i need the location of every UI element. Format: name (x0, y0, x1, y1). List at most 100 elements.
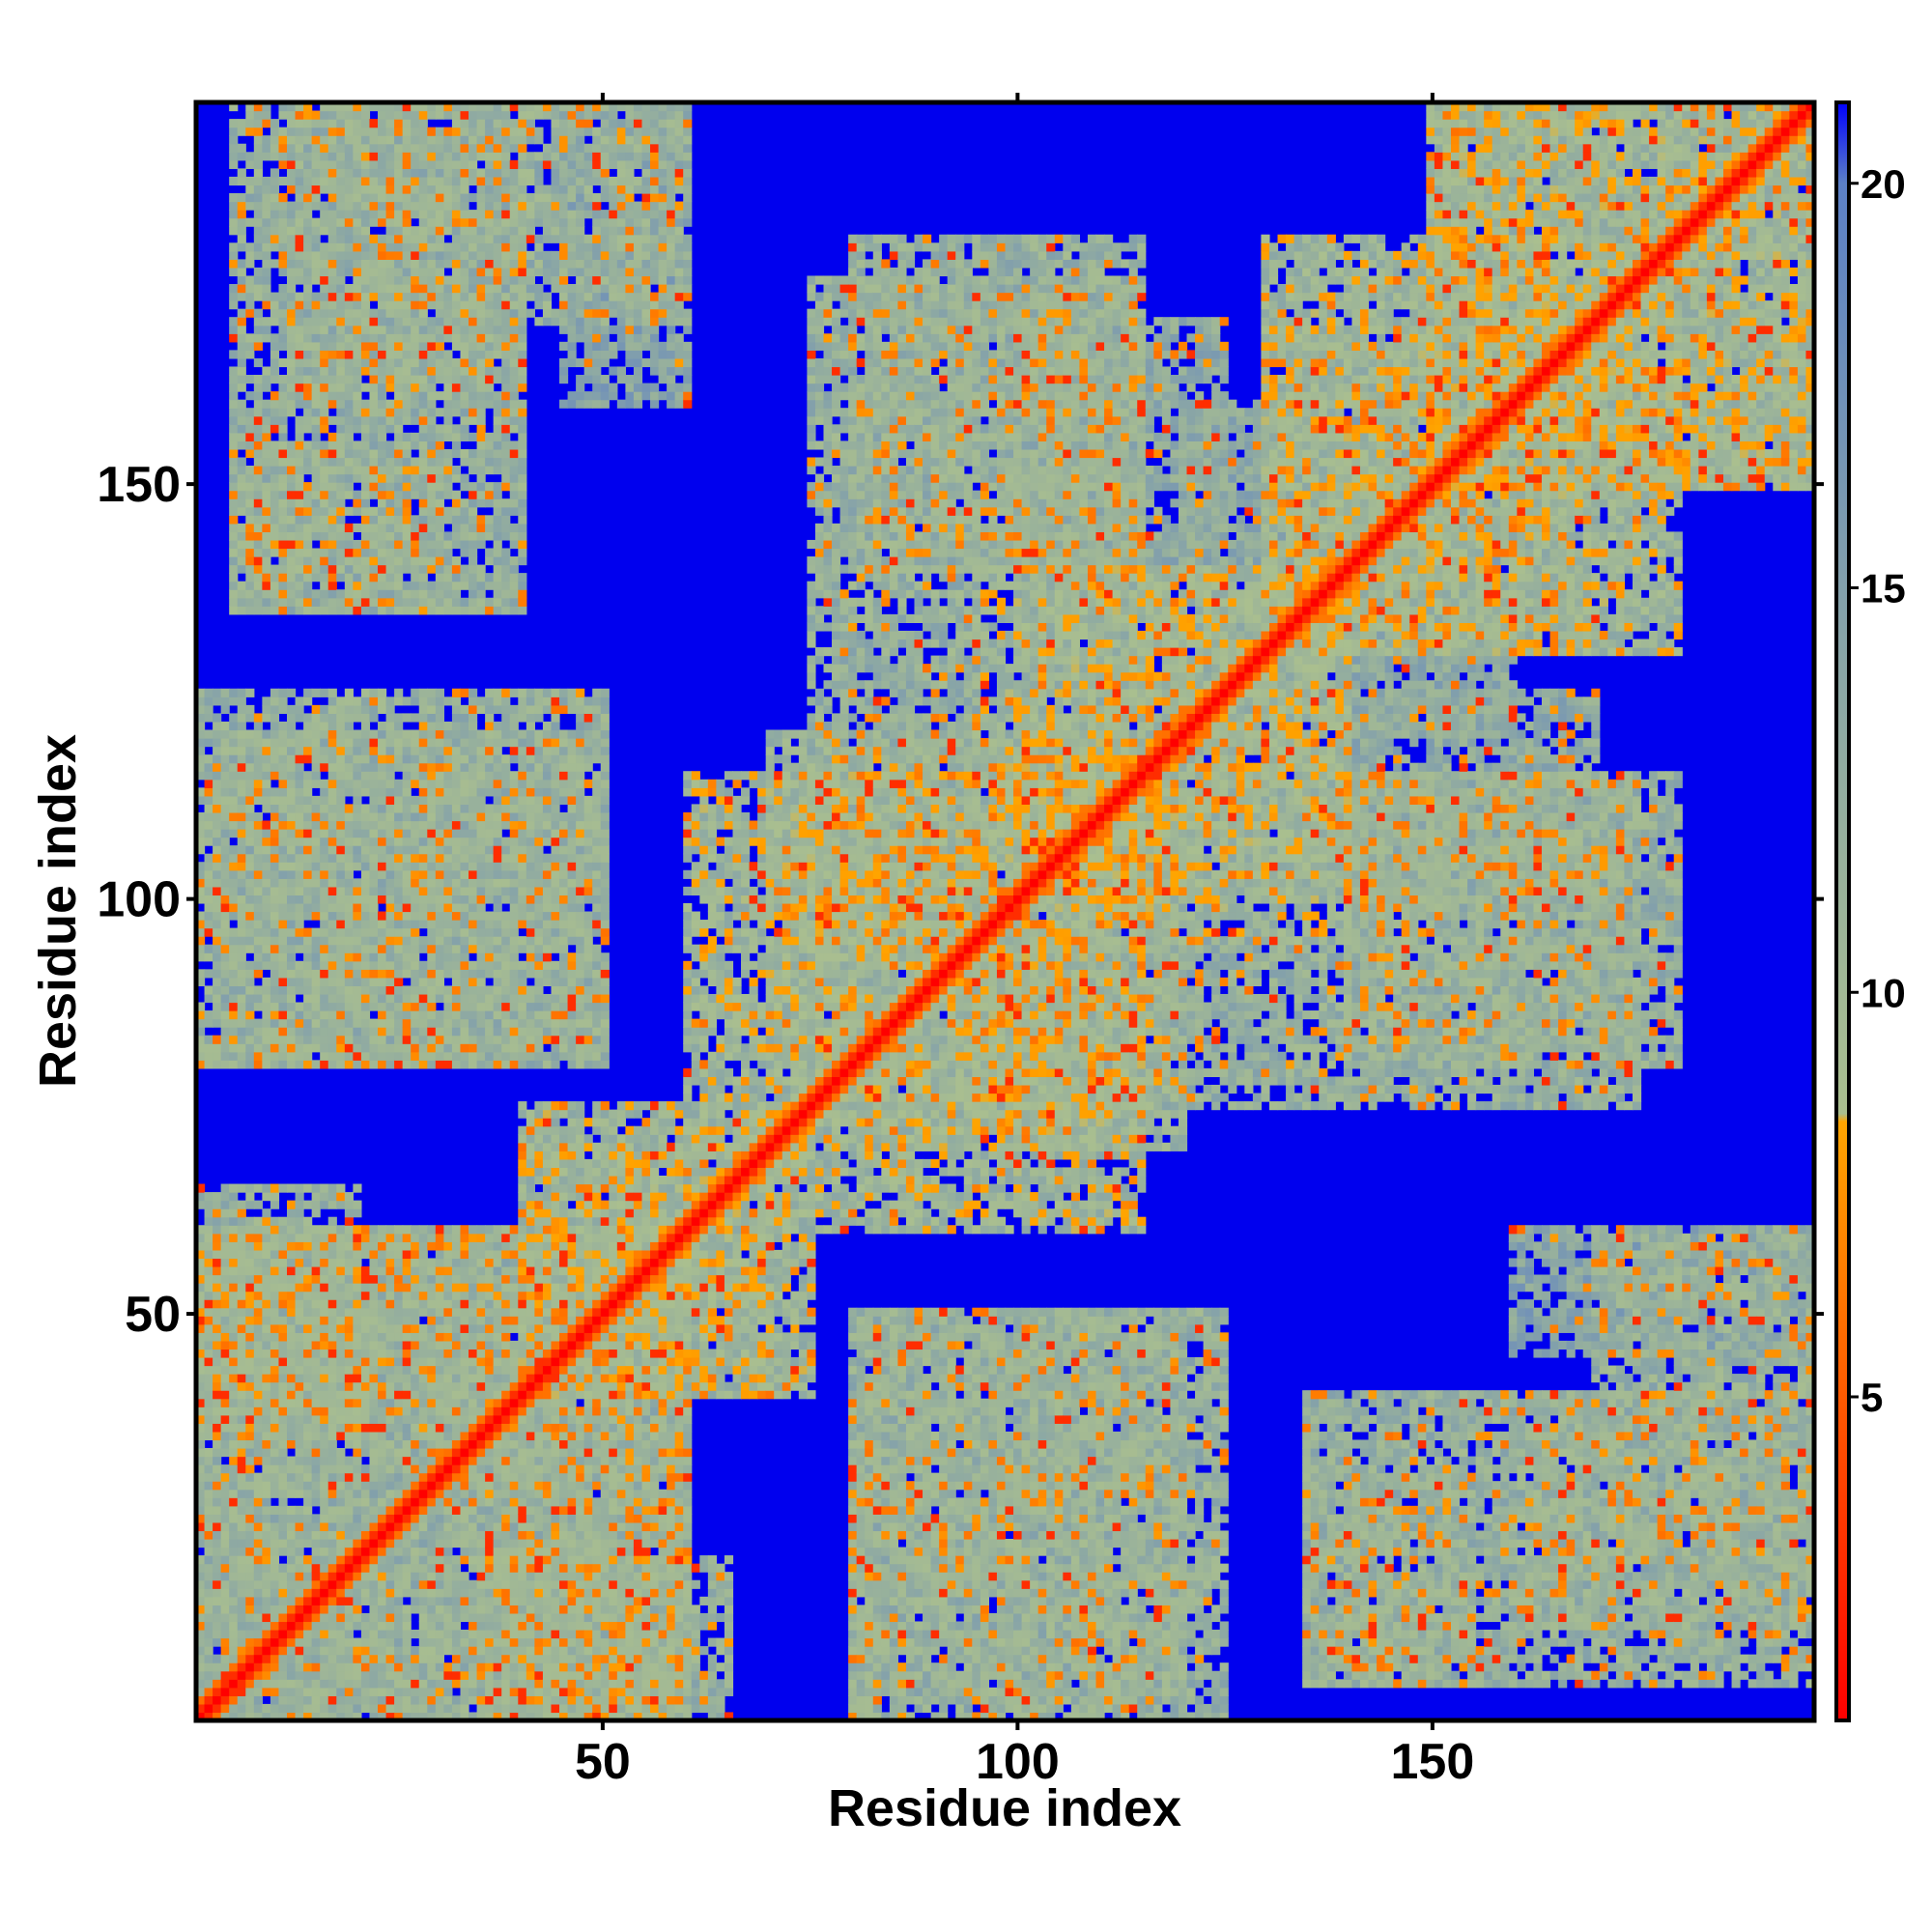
heatmap-cell (360, 1018, 371, 1028)
heatmap-cell (360, 1654, 371, 1663)
heatmap-cell (443, 869, 453, 879)
heatmap-cell (311, 1241, 321, 1251)
heatmap-cell (220, 862, 230, 871)
heatmap-cell (378, 317, 387, 327)
heatmap-cell (344, 226, 354, 236)
heatmap-cell (402, 1563, 412, 1573)
heatmap-cell (220, 1514, 230, 1523)
heatmap-cell (245, 217, 255, 227)
heatmap-cell (303, 1703, 313, 1714)
heatmap-cell (320, 1563, 329, 1573)
heatmap-cell (344, 1060, 354, 1069)
heatmap-cell (378, 688, 387, 697)
heatmap-cell (360, 886, 371, 896)
heatmap-cell (360, 292, 371, 301)
heatmap-cell (336, 795, 346, 806)
heatmap-cell (369, 556, 379, 566)
heatmap-cell (385, 1547, 395, 1556)
heatmap-cell (418, 1464, 428, 1474)
heatmap-cell (270, 771, 280, 781)
heatmap-cell (311, 820, 321, 830)
heatmap-cell (451, 795, 462, 806)
heatmap-cell (253, 721, 263, 731)
heatmap-cell (336, 325, 346, 334)
heatmap-cell (229, 1472, 239, 1482)
heatmap-cell (369, 1332, 379, 1342)
heatmap-cell (229, 795, 239, 806)
heatmap-cell (402, 960, 412, 970)
heatmap-cell (320, 1035, 329, 1044)
heatmap-cell (411, 482, 420, 492)
heatmap-cell (360, 1538, 371, 1548)
heatmap-cell (245, 581, 255, 590)
heatmap-cell (336, 1283, 346, 1293)
heatmap-cell (336, 1579, 346, 1589)
heatmap-cell (435, 325, 444, 334)
heatmap-cell (427, 375, 437, 384)
heatmap-cell (394, 1497, 404, 1507)
heatmap-cell (303, 1274, 313, 1284)
heatmap-cell (287, 911, 297, 921)
heatmap-cell (344, 1695, 354, 1705)
heatmap-cell (451, 688, 462, 697)
heatmap-cell (394, 1265, 404, 1276)
heatmap-cell (327, 1521, 337, 1532)
heatmap-cell (378, 548, 387, 557)
heatmap-cell (394, 762, 404, 772)
heatmap-cell (378, 1687, 387, 1696)
heatmap-cell (270, 1043, 280, 1053)
heatmap-cell (237, 902, 246, 913)
heatmap-cell (435, 440, 444, 450)
heatmap-cell (418, 341, 428, 351)
heatmap-cell (360, 977, 371, 987)
heatmap-cell (311, 308, 321, 318)
heatmap-cell (213, 944, 222, 953)
heatmap-cell (435, 250, 444, 260)
heatmap-cell (229, 1670, 239, 1680)
heatmap-cell (295, 226, 304, 236)
heatmap-cell (369, 424, 379, 434)
heatmap-cell (303, 1291, 313, 1300)
heatmap-cell (360, 1381, 371, 1391)
heatmap-cell (213, 713, 222, 723)
heatmap-cell (278, 581, 288, 590)
heatmap-cell (229, 878, 239, 888)
heatmap-cell (303, 1018, 313, 1028)
heatmap-cell (270, 523, 280, 532)
heatmap-cell (327, 1456, 337, 1465)
heatmap-cell (270, 234, 280, 243)
heatmap-cell (303, 771, 313, 781)
heatmap-cell (427, 267, 437, 277)
heatmap-cell (303, 960, 313, 970)
heatmap-cell (360, 969, 371, 979)
heatmap-cell (278, 1621, 288, 1631)
heatmap-cell (360, 210, 371, 219)
heatmap-cell (418, 762, 428, 772)
heatmap-cell (229, 284, 239, 294)
heatmap-cell (220, 902, 230, 913)
heatmap-cell (353, 267, 362, 277)
heatmap-cell (253, 920, 263, 929)
heatmap-cell (327, 1695, 337, 1705)
heatmap-cell (320, 333, 329, 343)
heatmap-cell (451, 804, 462, 813)
heatmap-cell (245, 960, 255, 970)
heatmap-cell (336, 234, 346, 243)
heatmap-cell (303, 1505, 313, 1515)
heatmap-cell (237, 1390, 246, 1400)
heatmap-cell (278, 448, 288, 459)
heatmap-cell (262, 440, 271, 450)
heatmap-cell (303, 795, 313, 806)
heatmap-cell (353, 1241, 362, 1251)
heatmap-cell (353, 1265, 362, 1276)
heatmap-cell (245, 259, 255, 269)
heatmap-cell (369, 448, 379, 459)
heatmap-cell (336, 993, 346, 1004)
heatmap-cell (311, 333, 321, 343)
heatmap-cell (336, 1010, 346, 1020)
heatmap-cell (204, 795, 213, 806)
heatmap-cell (220, 1439, 230, 1449)
heatmap-cell (196, 1323, 206, 1333)
heatmap-cell (303, 1043, 313, 1053)
heatmap-cell (369, 1712, 379, 1720)
